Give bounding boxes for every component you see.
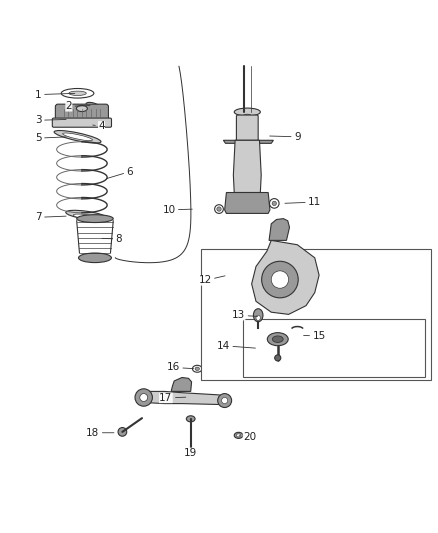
Ellipse shape [77, 215, 113, 223]
Text: 4: 4 [93, 122, 105, 131]
Polygon shape [225, 192, 270, 213]
Text: 7: 7 [35, 212, 66, 222]
FancyBboxPatch shape [237, 115, 258, 142]
Text: 11: 11 [285, 197, 321, 207]
Text: 9: 9 [270, 132, 300, 142]
Ellipse shape [267, 333, 288, 346]
Ellipse shape [275, 355, 281, 361]
Text: 1: 1 [35, 90, 75, 100]
Circle shape [218, 393, 232, 408]
Text: 15: 15 [304, 331, 326, 341]
Bar [243, 319, 425, 377]
Ellipse shape [256, 315, 260, 320]
Ellipse shape [63, 133, 92, 141]
Ellipse shape [78, 253, 111, 263]
Text: 8: 8 [102, 234, 122, 244]
Ellipse shape [69, 91, 86, 95]
Text: 16: 16 [167, 362, 194, 373]
Circle shape [272, 201, 276, 206]
Ellipse shape [272, 336, 283, 342]
Polygon shape [223, 140, 273, 143]
Circle shape [215, 205, 223, 213]
Ellipse shape [66, 211, 107, 220]
Polygon shape [233, 140, 261, 192]
Ellipse shape [192, 365, 202, 372]
Ellipse shape [61, 88, 94, 98]
Ellipse shape [73, 214, 99, 220]
Circle shape [269, 199, 279, 208]
Bar [201, 249, 431, 379]
Text: 5: 5 [35, 133, 66, 143]
Text: 6: 6 [106, 167, 133, 179]
Ellipse shape [253, 309, 263, 322]
Text: 19: 19 [184, 443, 198, 458]
Circle shape [135, 389, 152, 406]
Ellipse shape [234, 432, 243, 439]
Polygon shape [139, 391, 230, 405]
Ellipse shape [234, 108, 260, 116]
Circle shape [271, 271, 289, 288]
Text: 20: 20 [239, 432, 256, 442]
Text: 17: 17 [159, 393, 186, 403]
Circle shape [222, 398, 228, 403]
Ellipse shape [77, 106, 87, 111]
Circle shape [118, 427, 127, 436]
Text: 12: 12 [198, 276, 225, 286]
Polygon shape [171, 377, 191, 391]
Text: 3: 3 [35, 115, 66, 125]
FancyBboxPatch shape [52, 118, 112, 127]
Ellipse shape [237, 434, 241, 437]
Ellipse shape [186, 416, 195, 422]
Circle shape [261, 261, 298, 298]
Polygon shape [252, 240, 319, 314]
Text: 10: 10 [162, 205, 192, 215]
Polygon shape [269, 219, 290, 240]
Ellipse shape [243, 114, 252, 118]
FancyBboxPatch shape [55, 104, 109, 123]
Circle shape [217, 207, 221, 211]
Text: 14: 14 [217, 341, 255, 351]
Text: 2: 2 [66, 101, 90, 111]
Ellipse shape [86, 102, 99, 109]
Ellipse shape [54, 131, 101, 143]
Ellipse shape [195, 367, 199, 370]
Text: 13: 13 [232, 310, 258, 320]
Circle shape [140, 393, 148, 401]
Text: 18: 18 [86, 428, 114, 438]
